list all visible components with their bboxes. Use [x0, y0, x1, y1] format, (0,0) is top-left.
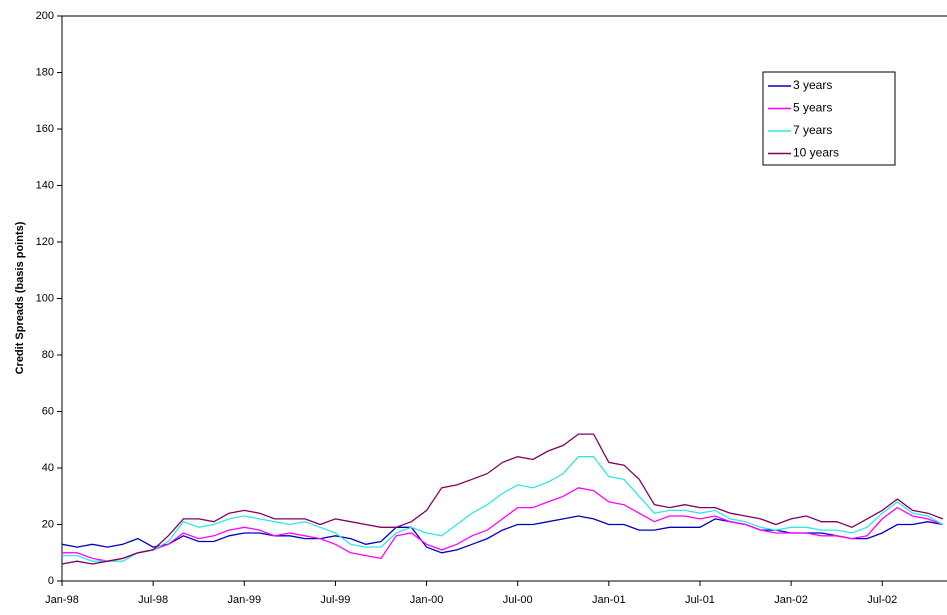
y-tick-label: 60	[42, 405, 54, 417]
y-tick-label: 120	[36, 236, 54, 248]
legend-label: 5 years	[793, 101, 832, 115]
x-tick-label: Jan-99	[227, 594, 261, 606]
series-line	[62, 487, 944, 562]
legend-label: 10 years	[793, 146, 839, 160]
x-tick-label: Jan-98	[45, 594, 79, 606]
x-tick-label: Jan-00	[410, 594, 444, 606]
y-tick-label: 20	[42, 518, 54, 530]
legend-box	[762, 71, 896, 166]
y-tick-label: 80	[42, 349, 54, 361]
x-tick-label: Jan-01	[592, 594, 626, 606]
x-tick-label: Jan-02	[774, 594, 808, 606]
series-line	[62, 456, 944, 562]
y-tick-label: 180	[36, 66, 54, 78]
y-tick-label: 160	[36, 123, 54, 135]
legend-label: 7 years	[793, 123, 832, 137]
y-tick-label: 200	[36, 10, 54, 22]
legend-label: 3 years	[793, 78, 832, 92]
x-tick-label: Jul-98	[138, 594, 168, 606]
x-tick-label: Jul-00	[503, 594, 533, 606]
y-tick-label: 100	[36, 292, 54, 304]
y-tick-label: 140	[36, 179, 54, 191]
x-tick-label: Jul-02	[867, 594, 897, 606]
y-tick-label: 40	[42, 462, 54, 474]
series-line	[61, 433, 944, 565]
y-axis-label: Credit Spreads (basis points)	[14, 221, 26, 374]
y-tick-label: 0	[48, 575, 54, 587]
x-tick-label: Jul-01	[685, 594, 715, 606]
x-tick-label: Jul-99	[320, 594, 350, 606]
